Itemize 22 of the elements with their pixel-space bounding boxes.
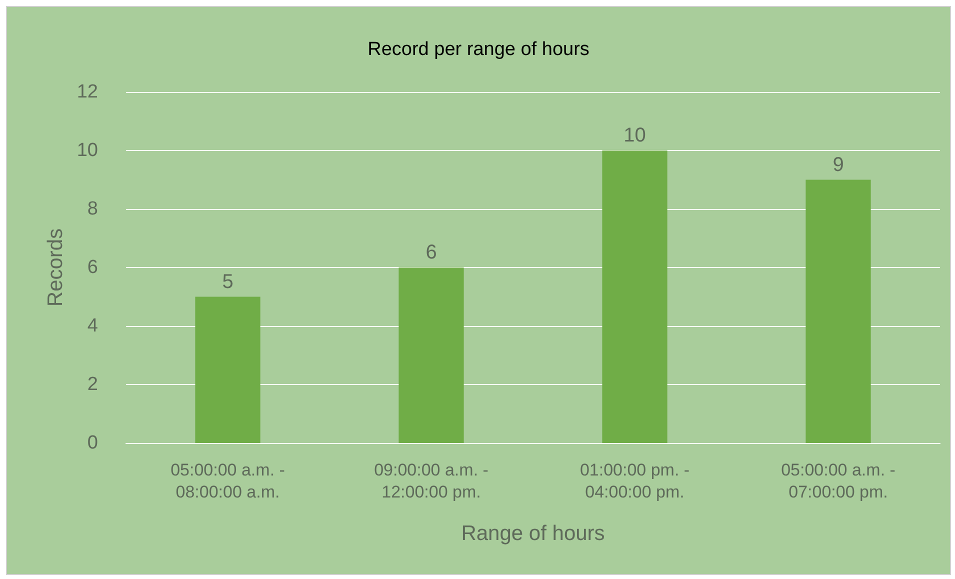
data-label: 9 (832, 154, 844, 176)
y-tick-label: 0 (87, 432, 98, 454)
x-tick-label: 01:00:00 pm. - 04:00:00 pm. (580, 460, 690, 502)
y-tick-label: 12 (76, 82, 98, 102)
y-axis-title: Records (44, 228, 67, 307)
data-label: 10 (624, 124, 646, 146)
y-tick-label: 6 (87, 257, 98, 278)
bar (195, 296, 260, 443)
data-label: 5 (222, 270, 234, 293)
x-tick-label: 05:00:00 a.m. - 07:00:00 pm. (781, 460, 896, 502)
data-label: 6 (426, 242, 437, 264)
y-tick-label: 8 (87, 198, 98, 220)
bar (602, 150, 668, 443)
x-axis-title: Range of hours (461, 522, 605, 545)
x-tick-label: 05:00:00 a.m. - 08:00:00 a.m. (170, 460, 285, 502)
y-tick-label: 4 (87, 316, 98, 336)
bar (398, 268, 464, 443)
y-tick-label: 10 (76, 140, 98, 161)
bar (806, 180, 871, 443)
chart-title: Record per range of hours (368, 39, 590, 60)
x-tick-label: 09:00:00 a.m. - 12:00:00 pm. (374, 460, 488, 502)
y-tick-label: 2 (87, 374, 98, 395)
